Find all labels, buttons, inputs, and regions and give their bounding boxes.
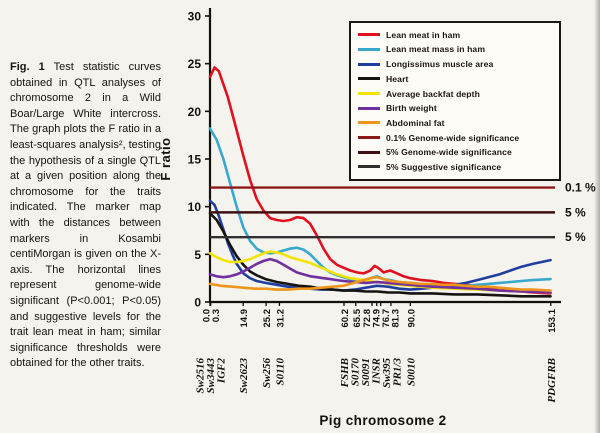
marker-distance-label: 14.9	[239, 309, 250, 328]
marker-distance-label: 0.0	[202, 309, 213, 322]
marker-name-label: S0110	[274, 358, 286, 386]
legend-swatch	[358, 136, 380, 140]
y-tick-label: 5	[194, 248, 201, 262]
marker-name-label: S0170	[349, 358, 361, 387]
marker-name-label: IGF2	[216, 358, 228, 385]
legend-swatch	[358, 92, 380, 95]
legend-swatch	[358, 62, 380, 66]
legend-label: Heart	[386, 73, 409, 84]
marker-distance-label: 76.7	[381, 309, 392, 328]
trait-curve	[208, 257, 552, 294]
y-tick-label: 30	[188, 10, 202, 24]
legend-entry: 0.1% Genome-wide significance	[358, 132, 555, 144]
marker-distance-label: 81.3	[390, 309, 401, 328]
marker-distance-label: 153.1	[547, 308, 558, 332]
legend-entry: 5% Suggestive significance	[358, 161, 555, 173]
y-tick-label: 25	[188, 57, 202, 71]
legend-entry: Average backfat depth	[358, 88, 555, 100]
marker-name-label: S0091	[360, 358, 372, 386]
marker-distance-label: 0.3	[211, 309, 222, 322]
legend-label: Average backfat depth	[386, 88, 480, 99]
y-axis-title: F ratio	[158, 137, 173, 180]
y-tick-label: 15	[188, 153, 202, 167]
legend-label: 5% Suggestive significance	[386, 161, 502, 172]
legend-entry: 5% Genome-wide significance	[358, 147, 555, 159]
figure-caption: Fig. 1 Test statistic curves obtained in…	[10, 60, 161, 372]
marker-name-label: Sw395	[381, 358, 393, 388]
significance-label: 5 %	[565, 205, 586, 219]
marker-name-label: INSR	[370, 358, 382, 385]
marker-name-label: Sw2623	[238, 358, 250, 394]
marker-name-label: FSHB	[339, 358, 351, 388]
significance-label: 0.1 %	[565, 181, 596, 195]
legend-swatch	[358, 150, 380, 154]
legend-label: Longissimus muscle area	[386, 59, 494, 70]
legend-entry: Abdominal fat	[358, 117, 555, 129]
x-axis-title: Pig chromosome 2	[319, 413, 447, 428]
marker-distance-label: 25.2	[262, 309, 273, 328]
marker-name-label: S0010	[405, 358, 417, 387]
trait-curve	[208, 275, 552, 292]
legend-swatch	[358, 47, 380, 51]
legend-label: Lean meat in ham	[386, 29, 461, 40]
marker-distance-label: 72.8	[362, 309, 373, 328]
legend-label: 5% Genome-wide significance	[386, 147, 512, 158]
marker-distance-label: 65.5	[352, 308, 363, 327]
legend-entry: Lean meat mass in ham	[358, 44, 555, 56]
marker-name-label: Sw3443	[205, 358, 217, 394]
legend-entry: Heart	[358, 73, 555, 85]
marker-name-label: Sw2516	[195, 358, 207, 394]
marker-distance-label: 60.2	[340, 309, 351, 328]
legend-entry: Lean meat in ham	[358, 29, 555, 41]
marker-name-label: Sw256	[261, 358, 273, 388]
significance-label: 5 %	[565, 230, 586, 244]
legend-swatch	[358, 121, 380, 125]
y-tick-label: 20	[188, 105, 202, 119]
legend-swatch	[358, 165, 380, 169]
legend-swatch	[358, 77, 380, 81]
legend-label: Lean meat mass in ham	[386, 44, 486, 55]
figure-caption-text: Test statistic curves obtained in QTL an…	[10, 61, 162, 370]
marker-name-label: PDGFRB	[546, 358, 558, 403]
marker-distance-label: 31.2	[275, 309, 286, 328]
marker-distance-label: 90.0	[406, 309, 417, 328]
marker-distance-label: 74.9	[371, 309, 382, 328]
chart-legend: Lean meat in ham Lean meat mass in ham Lon…	[349, 21, 561, 181]
legend-label: Birth weight	[386, 103, 437, 114]
marker-name-label: PR1/3	[391, 358, 403, 387]
qtl-plot-area: 0 5 10 15 20 25 30 F ratio 0.1 % 5 % 5 % 0.00.3 14.9…	[158, 8, 596, 403]
legend-swatch	[358, 33, 380, 37]
legend-entry: Longissimus muscle area	[358, 58, 555, 70]
legend-label: 0.1% Genome-wide significance	[386, 132, 520, 143]
legend-label: Abdominal fat	[386, 117, 445, 128]
y-tick-label: 10	[188, 200, 202, 214]
figure-caption-label: Fig. 1	[10, 61, 45, 73]
legend-swatch	[358, 106, 380, 110]
legend-entry: Birth weight	[358, 102, 555, 114]
y-tick-label: 0	[194, 296, 201, 310]
